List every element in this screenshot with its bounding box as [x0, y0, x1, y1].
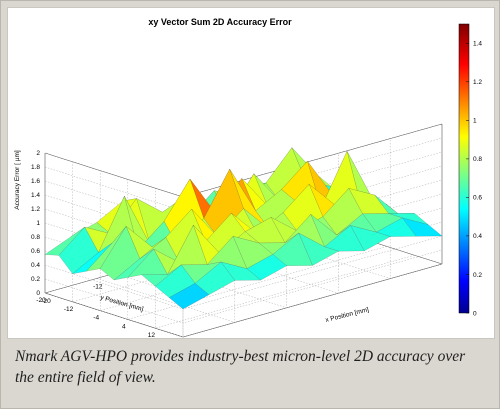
x-tick-label: -12 — [93, 283, 103, 290]
surface-patch — [168, 283, 210, 310]
colorbar-tick-label: 1 — [473, 118, 477, 125]
colorbar-tick-label: 0 — [473, 310, 477, 317]
z-axis-label: Accuracy Error [ µm] — [14, 150, 21, 210]
y-tick-label: -4 — [93, 315, 99, 322]
colorbar-tick-label: 0.6 — [473, 195, 482, 202]
z-tick-label: 0 — [36, 290, 40, 297]
z-tick-label: 0.6 — [31, 248, 40, 255]
colorbar — [458, 23, 470, 314]
y-tick-label: 4 — [122, 323, 126, 330]
y-tick-label: 12 — [148, 332, 156, 338]
z-tick-label: 1.2 — [31, 206, 40, 213]
y-tick-label: -20 — [36, 297, 46, 304]
z-tick-label: 0.8 — [31, 234, 40, 241]
plot-panel: xy Vector Sum 2D Accuracy Error 0 0.2 0.4 0… — [7, 7, 495, 348]
x-tick-label: -20 — [41, 298, 51, 305]
z-tick-label: 1.4 — [31, 192, 40, 199]
colorbar-tick-label: 0.8 — [473, 156, 482, 163]
y-tick-label: -12 — [64, 306, 74, 313]
colorbar-tick-label: 1.4 — [473, 41, 482, 48]
colorbar-tick-label: 0.2 — [473, 272, 482, 279]
figure-caption: Nmark AGV-HPO provides industry-best mic… — [15, 348, 466, 386]
z-tick-label: 1.8 — [31, 164, 40, 171]
z-tick-label: 1.6 — [31, 178, 40, 185]
chart-title: xy Vector Sum 2D Accuracy Error — [148, 17, 292, 27]
z-tick-label: 2 — [36, 150, 40, 157]
colorbar-tick-label: 1.2 — [473, 79, 482, 86]
x-axis-label: x Position [mm] — [325, 306, 370, 324]
colorbar-tick-label: 0.4 — [473, 233, 482, 240]
z-tick-label: 1 — [36, 220, 40, 227]
z-tick-label: 0.4 — [31, 262, 40, 269]
z-tick-label: 0.2 — [31, 276, 40, 283]
surface-chart: xy Vector Sum 2D Accuracy Error 0 0.2 0.4 0… — [14, 17, 482, 348]
